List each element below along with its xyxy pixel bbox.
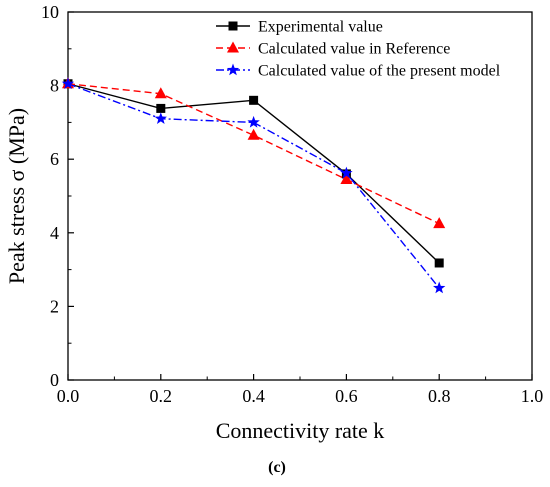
y-tick-label: 0 [50,370,59,390]
x-tick-label: 0.6 [335,386,358,406]
x-tick-label: 0.4 [242,386,265,406]
legend-marker [227,41,239,53]
data-point [247,115,260,128]
data-point [247,128,260,140]
legend-marker [226,63,240,76]
x-tick-label: 0.0 [57,386,80,406]
legend-marker [228,21,238,31]
y-tick-label: 8 [50,76,59,96]
series-line [67,83,440,225]
y-axis: 0 2 4 6 8 10 [41,2,74,390]
legend-label: Calculated value of the present model [258,63,501,80]
data-point [433,217,446,229]
y-tick-label: 10 [41,2,59,22]
data-point [61,77,75,90]
y-tick-label: 2 [50,296,59,316]
data-point [340,172,353,184]
data-point [434,258,444,268]
x-axis: 0.0 0.2 0.4 0.6 0.8 1.0 [57,374,544,406]
x-tick-label: 0.8 [428,386,451,406]
data-point [154,112,167,124]
legend: Experimental value Calculated value in Re… [216,19,501,80]
data-point [340,166,353,179]
series-line [67,83,440,289]
x-tick-label: 0.2 [150,386,173,406]
legend-label: Experimental value [258,19,383,36]
data-point [249,95,259,105]
y-axis-label: Peak stress σ (MPa) [4,108,29,284]
x-tick-label: 1.0 [521,386,544,406]
data-point [156,103,166,113]
data-point [433,281,446,294]
y-tick-label: 4 [50,223,59,243]
legend-label: Calculated value in Reference [258,41,450,58]
series-line [67,83,440,264]
series-layer [61,77,446,294]
series-2 [61,77,446,294]
series-0 [63,79,444,268]
x-axis-label: Connectivity rate k [216,418,385,443]
figure-caption: (c) [268,459,286,476]
y-tick-label: 6 [50,149,59,169]
data-point [154,87,167,99]
